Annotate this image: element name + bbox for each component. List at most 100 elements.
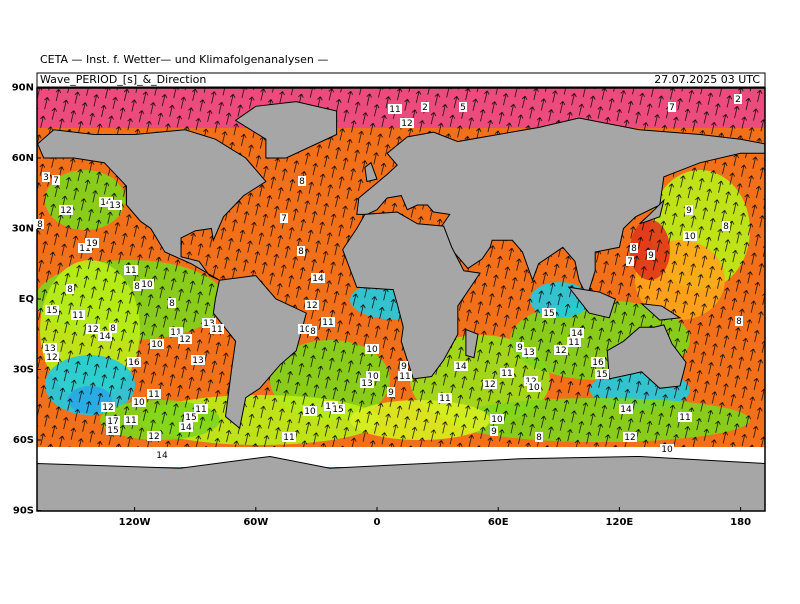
- period-label: 10: [299, 325, 311, 335]
- period-label: 12: [87, 325, 98, 335]
- label-box: [678, 412, 692, 422]
- label-box: [280, 213, 288, 223]
- label-box: [52, 175, 60, 185]
- period-label: 11: [170, 328, 181, 338]
- period-label: 8: [631, 244, 637, 254]
- period-label: 8: [37, 220, 43, 230]
- label-box: [366, 371, 380, 381]
- period-label: 15: [596, 370, 607, 380]
- label-box: [735, 316, 743, 326]
- period-label: 8: [110, 324, 116, 334]
- period-label: 11: [195, 405, 206, 415]
- period-label: 7: [53, 176, 59, 186]
- period-label: 7: [669, 103, 675, 113]
- period-label: 8: [299, 177, 305, 187]
- label-box: [106, 425, 120, 435]
- valid-time: 27.07.2025 03 UTC: [654, 73, 760, 86]
- label-box: [36, 219, 44, 229]
- period-label: 2: [422, 103, 428, 113]
- label-box: [147, 389, 161, 399]
- period-label: 12: [624, 433, 635, 443]
- period-label: 10: [141, 280, 153, 290]
- period-label: 11: [148, 390, 159, 400]
- period-label: 13: [192, 356, 203, 366]
- period-label: 19: [86, 239, 98, 249]
- lat-label: 30N: [12, 224, 34, 235]
- land: [567, 286, 616, 319]
- label-box: [595, 369, 609, 379]
- period-label: 10: [661, 445, 673, 455]
- label-box: [282, 432, 296, 442]
- label-box: [398, 371, 412, 381]
- label-box: [98, 331, 112, 341]
- antarctica: [37, 455, 765, 511]
- land: [606, 324, 687, 389]
- label-box: [722, 221, 730, 231]
- lon-label: 0: [374, 517, 381, 528]
- period-label: 7: [627, 257, 633, 267]
- period-label: 14: [99, 332, 111, 342]
- period-label: 9: [686, 206, 692, 216]
- label-box: [108, 200, 122, 210]
- period-label: 11: [322, 318, 333, 328]
- lat-label: 60N: [12, 153, 34, 164]
- land: [465, 328, 479, 359]
- period-label: 12: [401, 119, 412, 129]
- period-label: 13: [203, 319, 214, 329]
- land: [639, 198, 665, 225]
- period-label: 10: [366, 345, 378, 355]
- period-label: 11: [568, 338, 579, 348]
- period-label: 8: [67, 285, 73, 295]
- land: [234, 101, 338, 159]
- label-box: [522, 347, 536, 357]
- header-box: [36, 72, 766, 88]
- label-box: [86, 324, 100, 334]
- lat-label: 90S: [13, 506, 34, 517]
- label-box: [298, 176, 306, 186]
- label-box: [421, 102, 429, 112]
- label-box: [668, 102, 676, 112]
- period-label: 15: [46, 306, 57, 316]
- period-label: 10: [151, 340, 163, 350]
- period-label: 10: [491, 415, 503, 425]
- label-box: [298, 324, 312, 334]
- map-body: [37, 88, 765, 511]
- label-box: [527, 382, 541, 392]
- period-label: 8: [169, 299, 175, 309]
- label-box: [365, 344, 379, 354]
- period-label: 12: [148, 432, 159, 442]
- period-label: 13: [109, 201, 120, 211]
- label-box: [623, 432, 637, 442]
- lon-label: 180: [730, 517, 751, 528]
- lat-label: 30S: [13, 365, 34, 376]
- period-label: 12: [484, 380, 495, 390]
- label-box: [43, 343, 57, 353]
- label-box: [542, 308, 556, 318]
- period-label: 11: [439, 394, 450, 404]
- label-box: [45, 305, 59, 315]
- label-box: [387, 387, 395, 397]
- period-label: 15: [332, 405, 343, 415]
- period-label: 3: [43, 173, 49, 183]
- label-box: [438, 393, 452, 403]
- label-box: [626, 256, 634, 266]
- label-box: [660, 444, 674, 454]
- label-box: [388, 104, 402, 114]
- period-label: 14: [571, 329, 583, 339]
- period-label: 9: [491, 427, 497, 437]
- period-label: 14: [620, 405, 632, 415]
- label-box: [400, 118, 414, 128]
- field-name: Wave_PERIOD_[s]_&_Direction: [40, 73, 206, 86]
- label-box: [685, 205, 693, 215]
- period-label: 11: [72, 311, 83, 321]
- land: [356, 117, 765, 298]
- period-label: 15: [185, 413, 196, 423]
- label-box: [500, 368, 514, 378]
- label-box: [101, 402, 115, 412]
- label-box: [132, 397, 146, 407]
- label-box: [59, 205, 73, 215]
- label-box: [297, 246, 305, 256]
- label-box: [734, 94, 742, 104]
- land: [212, 274, 307, 430]
